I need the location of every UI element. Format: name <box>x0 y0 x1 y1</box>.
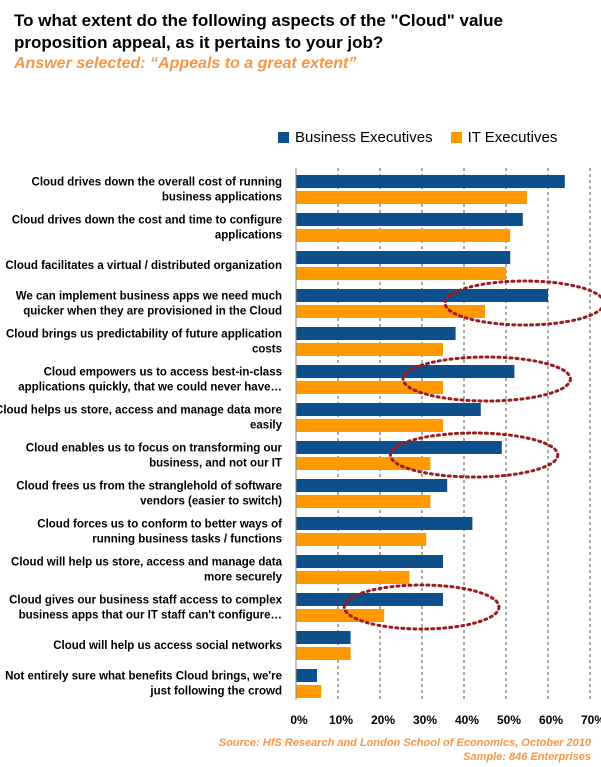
bar-business-executives <box>296 669 317 682</box>
category-label-line: applications <box>215 230 282 242</box>
category-label: Cloud empowers us to access best-in-clas… <box>18 367 282 394</box>
category-label-line: quicker when they are provisioned in the… <box>23 306 282 318</box>
highlight-ellipse <box>342 583 501 631</box>
x-tick-label: 70% <box>581 713 601 727</box>
category-label-line: business applications <box>162 192 282 204</box>
bar-business-executives <box>296 517 473 530</box>
highlight-ellipse <box>388 431 560 479</box>
category-label-line: Cloud enables us to focus on transformin… <box>26 443 283 455</box>
bar-business-executives <box>296 251 511 264</box>
x-tick-label: 0% <box>290 713 308 727</box>
category-label: Cloud frees us from the stranglehold of … <box>16 481 282 508</box>
category-label-line: Cloud facilitates a virtual / distribute… <box>5 260 282 272</box>
bar-business-executives <box>296 403 481 416</box>
category-label: Cloud brings us predictability of future… <box>6 329 282 356</box>
bar-business-executives <box>296 289 548 302</box>
category-label: We can implement business apps we need m… <box>16 291 282 318</box>
category-label-line: Cloud forces us to conform to better way… <box>37 519 282 531</box>
category-label: Cloud helps us store, access and manage … <box>0 405 283 432</box>
highlight-ellipse <box>443 279 601 327</box>
category-label: Cloud drives down the cost and time to c… <box>12 215 282 242</box>
category-label: Not entirely sure what benefits Cloud br… <box>5 671 282 698</box>
bar-it-executives <box>296 647 351 660</box>
x-tick-label: 60% <box>539 713 563 727</box>
bar-it-executives <box>296 419 443 432</box>
chart-title: To what extent do the following aspects … <box>14 11 503 52</box>
bar-it-executives <box>296 457 431 470</box>
category-label: Cloud will help us store, access and man… <box>11 557 283 584</box>
category-label-line: applications quickly, that we could neve… <box>18 382 282 394</box>
category-label: Cloud facilitates a virtual / distribute… <box>5 260 282 272</box>
bar-it-executives <box>296 533 427 546</box>
bar-it-executives <box>296 229 511 242</box>
bar-business-executives <box>296 593 443 606</box>
x-tick-label: 40% <box>455 713 479 727</box>
category-label-line: easily <box>250 420 283 432</box>
bar-business-executives <box>296 327 456 340</box>
bar-business-executives <box>296 479 448 492</box>
category-label: Cloud forces us to conform to better way… <box>37 519 282 546</box>
category-label-line: Cloud drives down the cost and time to c… <box>12 215 282 227</box>
x-tick-label: 50% <box>497 713 521 727</box>
category-label-line: business, and not our IT <box>149 458 282 470</box>
bar-it-executives <box>296 609 385 622</box>
category-label-line: Cloud will help us store, access and man… <box>11 557 283 569</box>
bar-it-executives <box>296 267 506 280</box>
bar-it-executives <box>296 495 431 508</box>
legend-label-it: IT Executives <box>467 128 558 146</box>
bar-business-executives <box>296 365 515 378</box>
category-label-line: business apps that our IT staff can't co… <box>19 610 282 622</box>
sample-line: Sample: 846 Enterprises <box>463 751 591 763</box>
legend-item-it: IT Executives <box>450 128 558 146</box>
category-label-line: more securely <box>204 572 283 584</box>
bar-it-executives <box>296 191 527 204</box>
category-label-line: Cloud empowers us to access best-in-clas… <box>44 367 282 379</box>
legend-swatch-it <box>450 131 462 143</box>
category-label-line: Cloud will help us access social network… <box>53 640 282 652</box>
category-label-line: just following the crowd <box>149 686 282 698</box>
bar-it-executives <box>296 685 322 698</box>
category-label-line: Cloud helps us store, access and manage … <box>0 405 282 417</box>
bar-business-executives <box>296 213 523 226</box>
legend-label-business: Business Executives <box>295 128 433 146</box>
category-label-line: costs <box>252 344 282 356</box>
bar-business-executives <box>296 631 351 644</box>
category-label-line: vendors (easier to switch) <box>140 496 282 508</box>
highlight-ellipse <box>401 355 572 403</box>
category-label-line: Cloud brings us predictability of future… <box>6 329 282 341</box>
legend-item-business: Business Executives <box>278 129 433 146</box>
x-tick-label: 30% <box>413 713 437 727</box>
bar-it-executives <box>296 571 410 584</box>
x-tick-label: 20% <box>371 713 395 727</box>
bar-it-executives <box>296 305 485 318</box>
source-line: Source: HfS Research and London School o… <box>218 737 591 749</box>
bar-business-executives <box>296 441 502 454</box>
category-label-line: Not entirely sure what benefits Cloud br… <box>5 671 282 683</box>
bar-business-executives <box>296 555 443 568</box>
bar-it-executives <box>296 343 443 356</box>
source-note: Source: HfS Research and London School o… <box>219 736 591 764</box>
category-label: Cloud drives down the overall cost of ru… <box>32 177 282 204</box>
category-label: Cloud enables us to focus on transformin… <box>26 443 283 470</box>
category-label-line: Cloud gives our business staff access to… <box>9 595 282 607</box>
category-label-line: We can implement business apps we need m… <box>16 291 282 303</box>
x-tick-label: 10% <box>329 713 353 727</box>
legend-swatch-business <box>278 131 289 143</box>
chart-legend: Business Executives IT Executives <box>278 127 575 147</box>
category-label-line: Cloud drives down the overall cost of ru… <box>32 177 282 189</box>
category-label-line: running business tasks / functions <box>92 534 282 546</box>
category-label: Cloud gives our business staff access to… <box>9 595 282 622</box>
chart-subtitle: Answer selected: “Appeals to a great ext… <box>14 55 357 72</box>
bar-business-executives <box>296 175 565 188</box>
category-label: Cloud will help us access social network… <box>53 640 282 652</box>
category-label-line: Cloud frees us from the stranglehold of … <box>16 481 282 493</box>
